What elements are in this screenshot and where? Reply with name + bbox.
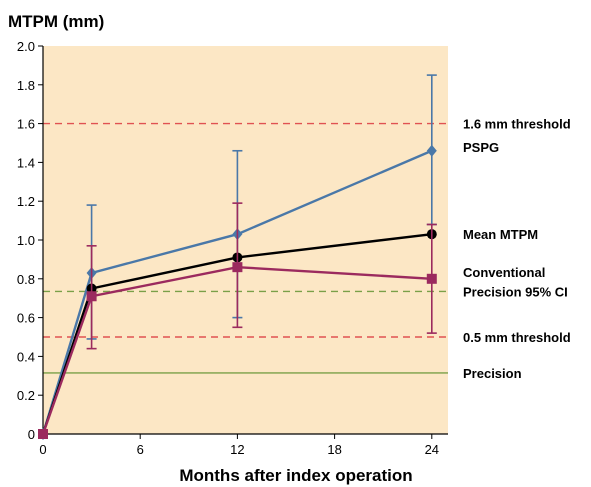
y-tick-label-0: 0 xyxy=(28,427,35,442)
point-0-3 xyxy=(426,144,437,157)
y-tick-label-8: 1.6 xyxy=(17,117,35,132)
right-labels: 1.6 mm threshold PSPG Mean MTPM Conventiona… xyxy=(463,117,571,381)
series-line-2 xyxy=(41,265,432,435)
point-2-0 xyxy=(38,429,48,439)
right-label-1: PSPG xyxy=(463,140,499,155)
y-axis-title: MTPM (mm) xyxy=(8,12,104,31)
right-label-0: 1.6 mm threshold xyxy=(463,117,571,132)
y-tick-label-4: 0.8 xyxy=(17,272,35,287)
y-tick-label-6: 1.2 xyxy=(17,194,35,209)
right-label-2: Mean MTPM xyxy=(463,227,538,242)
x-tick-label-4: 24 xyxy=(425,442,439,457)
x-tick-label-2: 12 xyxy=(230,442,244,457)
right-label-5: 0.5 mm threshold xyxy=(463,330,571,345)
series-line-1 xyxy=(41,232,432,435)
axes xyxy=(38,45,448,439)
tick-labels: 0 0.2 0.4 0.6 0.8 1.0 1.2 1.4 1.6 1.8 2.0 0 6 12 18 24 xyxy=(17,39,439,457)
point-2-2 xyxy=(232,262,243,273)
y-tick-label-9: 1.8 xyxy=(17,78,35,93)
x-tick-label-1: 6 xyxy=(137,442,144,457)
y-tick-label-1: 0.2 xyxy=(17,388,35,403)
point-2-1 xyxy=(86,291,97,302)
series-line-0 xyxy=(41,149,433,435)
right-label-3: Conventional xyxy=(463,265,545,280)
x-axis-title: Months after index operation xyxy=(179,466,412,485)
y-tick-label-7: 1.4 xyxy=(17,155,35,170)
y-tick-label-2: 0.4 xyxy=(17,349,35,364)
right-label-4: Precision 95% CI xyxy=(463,284,568,299)
right-label-6: Precision xyxy=(463,366,522,381)
y-tick-label-10: 2.0 xyxy=(17,39,35,54)
y-tick-label-5: 1.0 xyxy=(17,233,35,248)
reference-lines xyxy=(43,122,448,374)
x-tick-label-0: 0 xyxy=(39,442,46,457)
y-tick-label-3: 0.6 xyxy=(17,311,35,326)
x-tick-label-3: 18 xyxy=(327,442,341,457)
point-2-3 xyxy=(426,273,437,284)
series-2 xyxy=(38,202,437,439)
series-layer xyxy=(38,74,437,440)
